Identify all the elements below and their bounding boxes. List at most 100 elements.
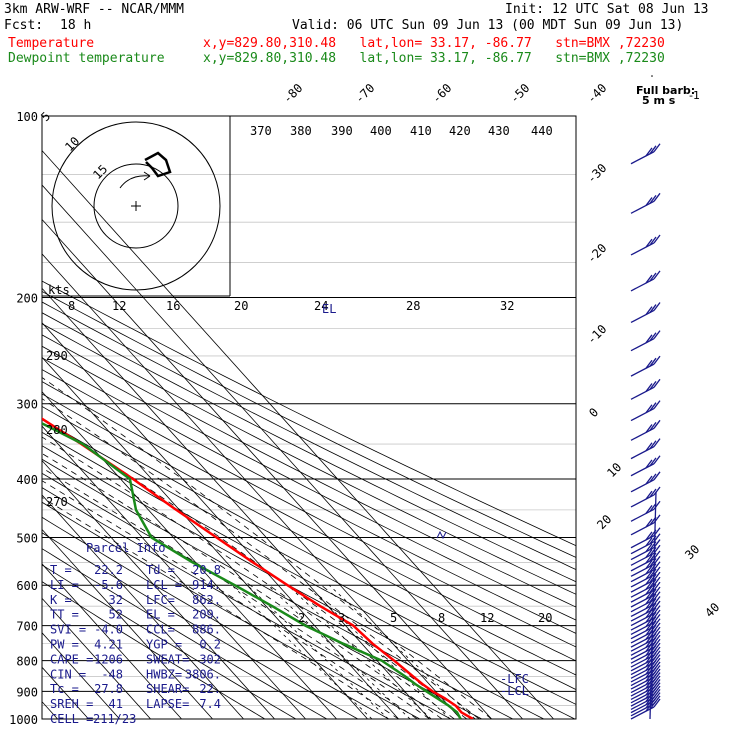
parcel-param-name: SWEAT= (146, 652, 189, 666)
parcel-param-value: 886. (192, 623, 221, 637)
barb-flag (645, 635, 653, 644)
barb-flag (645, 565, 653, 575)
parcel-param-value: 7.4 (199, 697, 221, 711)
hodograph-speed-tick: 16 (166, 299, 180, 313)
isotherm (42, 218, 492, 719)
isotherm-label: 30 (682, 542, 702, 562)
isotherm-label: 0 (586, 405, 601, 420)
barb-flag (645, 554, 653, 564)
pressure-tick-label: 100 (16, 110, 38, 124)
barb-flag (653, 561, 661, 571)
dry-adiabat (42, 280, 576, 547)
barb-flag (649, 421, 657, 431)
wind-barbs: Full barb:5 m s -1 (630, 75, 700, 720)
barb-flag (645, 580, 653, 590)
barb-flag (645, 442, 653, 452)
dry-adiabat (42, 532, 358, 719)
dry-adiabat (42, 357, 576, 634)
theta-label: 370 (250, 124, 272, 138)
barb-flag (653, 270, 661, 280)
barb-flag (649, 568, 657, 578)
theta-label: 390 (331, 124, 353, 138)
dry-adiabat (42, 323, 576, 595)
theta-label: 270 (46, 495, 68, 509)
wind-barb (630, 455, 661, 477)
parcel-info-title: Parcel Info (86, 541, 165, 555)
moist-adiabat (42, 377, 492, 719)
barb-flag (645, 274, 653, 284)
barb-dot (651, 75, 653, 77)
parcel-param-name: SVI = (50, 623, 86, 637)
barb-flag (653, 455, 661, 465)
parcel-param-name: TT = (50, 608, 79, 622)
barb-flag (653, 355, 661, 365)
sounding-profiles (42, 417, 474, 719)
barb-flag (649, 272, 657, 282)
dry-adiabat (42, 381, 576, 662)
mixing-ratio-label: 8 (438, 611, 445, 625)
dry-adiabat (42, 458, 513, 719)
hodograph: 5 10 15 kts (38, 109, 231, 297)
theta-label: 440 (531, 124, 553, 138)
barb-flag (645, 147, 653, 157)
isotherm-label: 10 (604, 460, 624, 480)
temperature-location: x,y=829.80,310.48 lat,lon= 33.17, -86.77… (203, 36, 665, 51)
barb-flag (653, 330, 661, 340)
isotherm-label: 20 (594, 512, 614, 532)
wind-barb (630, 302, 661, 324)
model-title: 3km ARW-WRF -- NCAR/MMM (4, 2, 185, 17)
wind-barb (630, 471, 661, 493)
parcel-param-value: 3806. (185, 667, 221, 681)
barb-flag (645, 613, 653, 623)
dry-adiabat (42, 431, 575, 719)
parcel-param-name: SREH = (50, 697, 93, 711)
pressure-tick-label: 400 (16, 473, 38, 487)
parcel-param-name: LAPSE= (146, 697, 189, 711)
barb-flag (653, 302, 661, 311)
barb-flag (645, 334, 653, 344)
barb-flag (653, 555, 661, 565)
barb-flag (653, 378, 661, 388)
dry-adiabat (42, 564, 297, 719)
barb-flag (653, 143, 661, 153)
parcel-param-value: 1206 (94, 652, 123, 666)
hodograph-speed-tick: 24 (314, 299, 328, 313)
wind-barb (630, 566, 661, 588)
parcel-param-value: -4.0 (94, 623, 123, 637)
barb-column (649, 491, 657, 720)
mixing-ratio-label: 2 (298, 611, 305, 625)
barb-flag (649, 332, 657, 342)
isotherm-label: -40 (584, 81, 609, 106)
parcel-param-value: 302 (199, 652, 221, 666)
barb-flag (645, 595, 653, 605)
parcel-param-name: T = (50, 563, 72, 577)
barb-flag (645, 549, 653, 558)
barb-flag (653, 234, 661, 244)
barb-flag (645, 626, 653, 636)
barb-flag (653, 471, 661, 481)
barb-flag (649, 573, 657, 583)
temperature-profile (42, 417, 474, 719)
isotherm-label: -30 (584, 161, 609, 186)
parcel-param-name: Tc = (50, 682, 79, 696)
parcel-info-panel: Parcel Info T = 22.2 Td = 20.8 LI = -5.6 LCL = 9… (50, 541, 221, 726)
hodograph-ring-label: 15 (90, 162, 110, 182)
barb-flag (653, 581, 661, 591)
wind-barb (630, 270, 661, 292)
isotherm-label: -80 (280, 81, 305, 106)
parcel-param-name: SHEAR= (146, 682, 189, 696)
hodograph-speed-tick: 12 (112, 299, 126, 313)
moist-adiabat (42, 496, 399, 719)
barb-flag (649, 380, 657, 390)
wind-barb (630, 555, 661, 577)
isotherm-label: -20 (584, 241, 609, 266)
barb-flag (645, 560, 653, 569)
barb-flag (645, 650, 653, 660)
barb-flag (645, 590, 653, 600)
storm-motion-arrow (119, 175, 151, 189)
barb-flag (653, 566, 661, 576)
parcel-param-value: 914. (192, 578, 221, 592)
el-marker: EL (322, 302, 336, 316)
wind-barb (630, 571, 661, 593)
